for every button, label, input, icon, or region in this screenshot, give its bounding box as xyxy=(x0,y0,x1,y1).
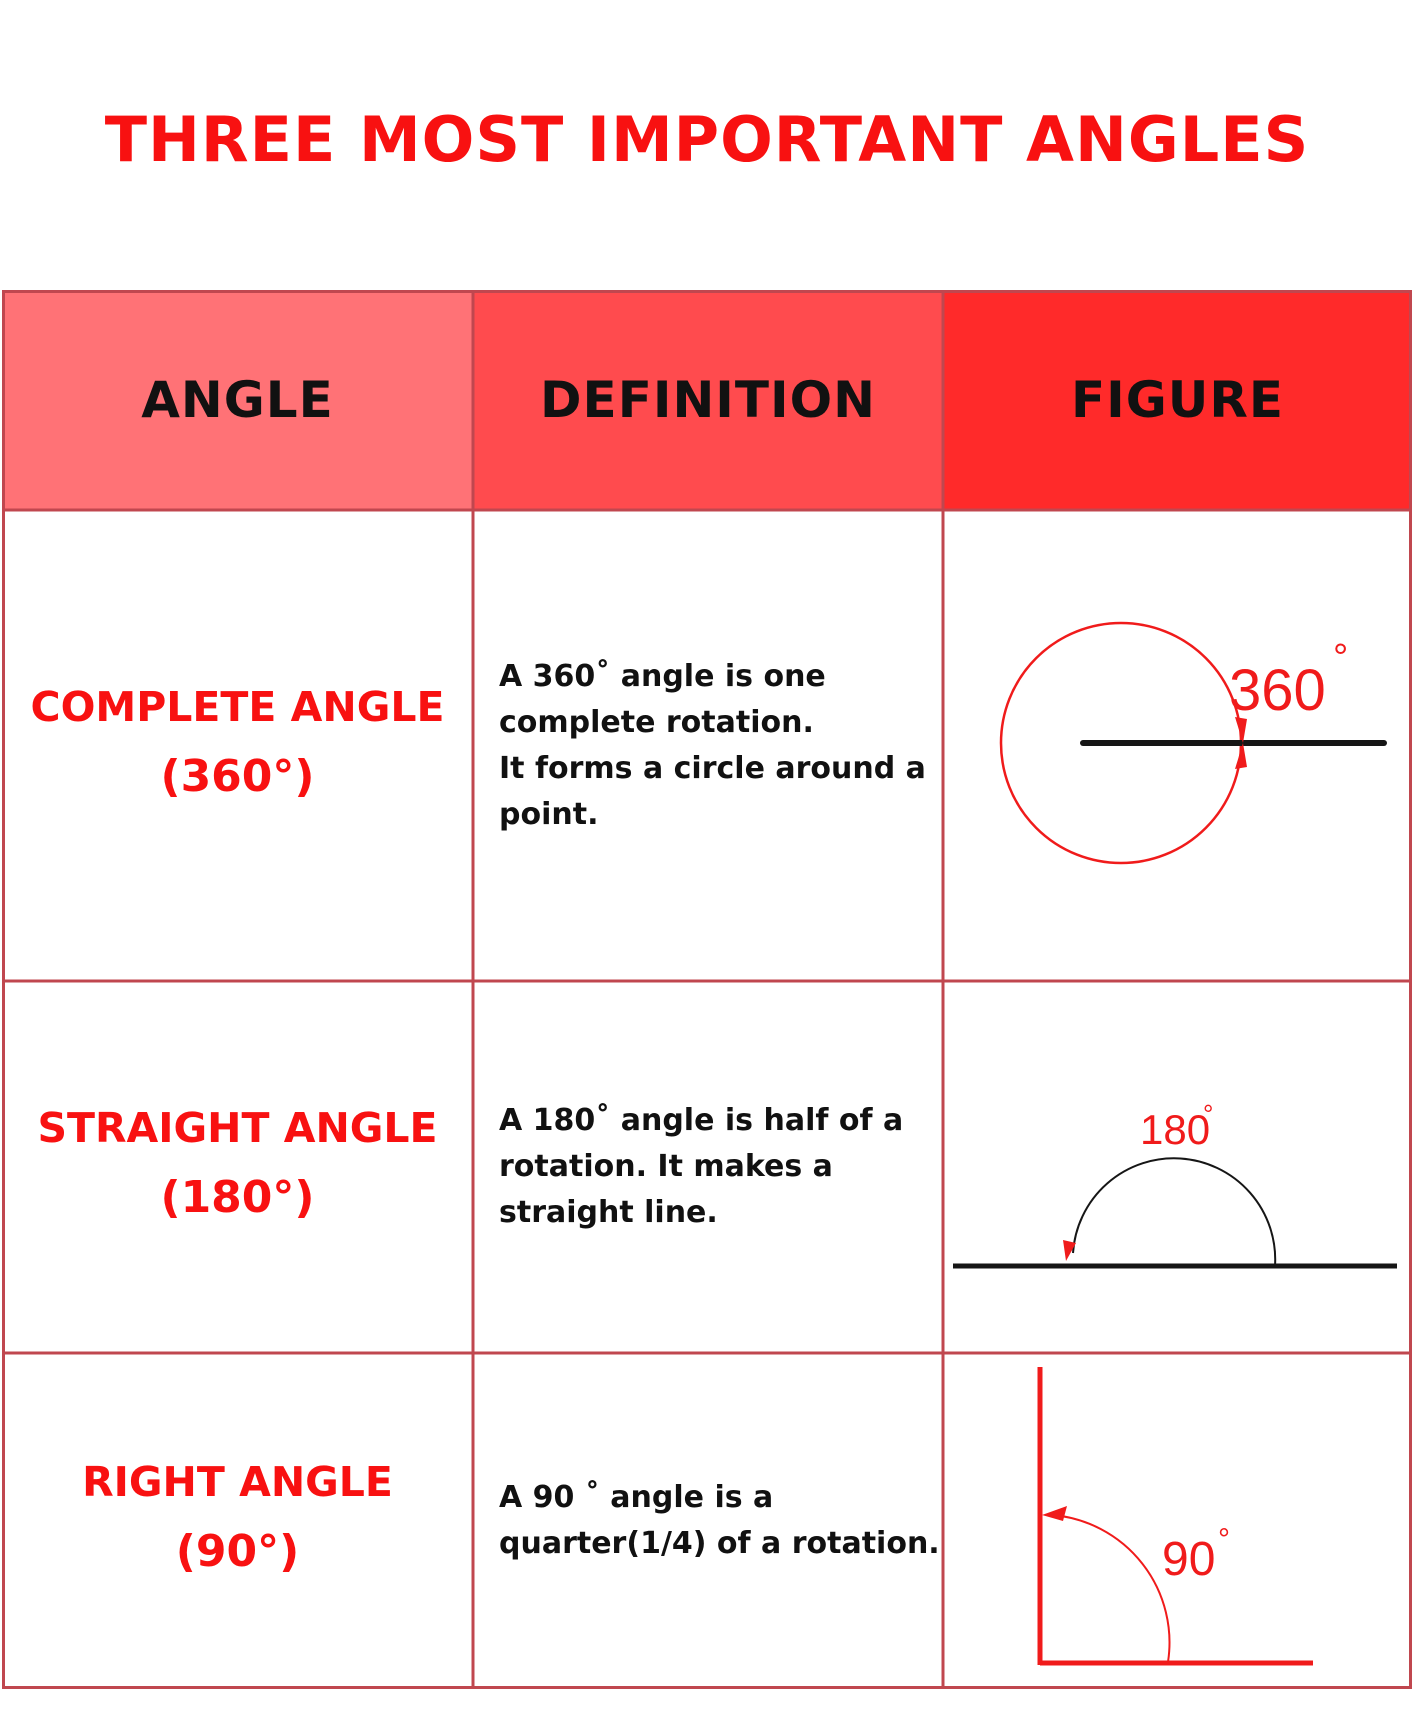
figure-degree-mark: ° xyxy=(1333,637,1348,679)
straight-angle-title: STRAIGHT ANGLE xyxy=(37,1104,438,1152)
row-straight-angle-name: STRAIGHT ANGLE (180°) xyxy=(2,981,473,1353)
definition-line: rotation. It makes a xyxy=(499,1149,833,1184)
figure-label: 360 xyxy=(1229,658,1326,723)
figure-degree-mark: ° xyxy=(1203,1099,1213,1129)
row-right-angle-name: RIGHT ANGLE (90°) xyxy=(2,1353,473,1689)
row-right-angle-figure: 90 ° xyxy=(943,1353,1412,1689)
angles-table: ANGLE DEFINITION FIGURE COMPLETE ANGLE (… xyxy=(2,290,1412,1689)
definition-line: It forms a circle around a xyxy=(499,750,926,786)
header-angle-label: ANGLE xyxy=(141,371,334,429)
figure-degree-mark: ° xyxy=(1218,1523,1230,1556)
header-figure-label: FIGURE xyxy=(1070,371,1285,429)
figure-label: 90 xyxy=(1162,1533,1215,1586)
definition-line: A 90 ˚ angle is a xyxy=(499,1480,774,1515)
row-complete-angle-name: COMPLETE ANGLE (360°) xyxy=(2,510,473,981)
header-definition-label: DEFINITION xyxy=(540,371,876,429)
definition-line: A 180˚ angle is half of a xyxy=(499,1103,904,1138)
right-angle-title: RIGHT ANGLE xyxy=(82,1458,393,1506)
header-figure: FIGURE xyxy=(943,290,1412,510)
row-complete-angle-figure: 360 ° xyxy=(943,510,1412,981)
straight-angle-degrees: (180°) xyxy=(160,1172,315,1223)
complete-angle-circle-icon: 360 ° xyxy=(999,621,1387,865)
header-angle: ANGLE xyxy=(2,290,473,510)
definition-line: quarter(1/4) of a rotation. xyxy=(499,1526,940,1561)
complete-angle-degrees: (360°) xyxy=(160,750,315,802)
row-complete-angle-definition: A 360˚ angle is one complete rotation. I… xyxy=(473,510,943,981)
definition-line: A 360˚ angle is one xyxy=(499,658,826,694)
straight-angle-arc-icon: 180 ° xyxy=(953,1099,1397,1269)
header-definition: DEFINITION xyxy=(473,290,943,510)
complete-angle-title: COMPLETE ANGLE xyxy=(30,682,445,731)
definition-line: point. xyxy=(499,796,599,832)
definition-line: complete rotation. xyxy=(499,704,814,740)
row-right-angle-definition: A 90 ˚ angle is a quarter(1/4) of a rota… xyxy=(473,1353,943,1689)
definition-line: straight line. xyxy=(499,1195,718,1230)
row-straight-angle-definition: A 180˚ angle is half of a rotation. It m… xyxy=(473,981,943,1353)
figure-label: 180 xyxy=(1140,1106,1210,1153)
right-angle-arc-icon: 90 ° xyxy=(1037,1367,1313,1666)
table-grid-lines xyxy=(2,290,1412,1689)
right-angle-degrees: (90°) xyxy=(175,1526,300,1577)
row-straight-angle-figure: 180 ° xyxy=(943,981,1412,1353)
page-title: THREE MOST IMPORTANT ANGLES xyxy=(104,103,1310,176)
